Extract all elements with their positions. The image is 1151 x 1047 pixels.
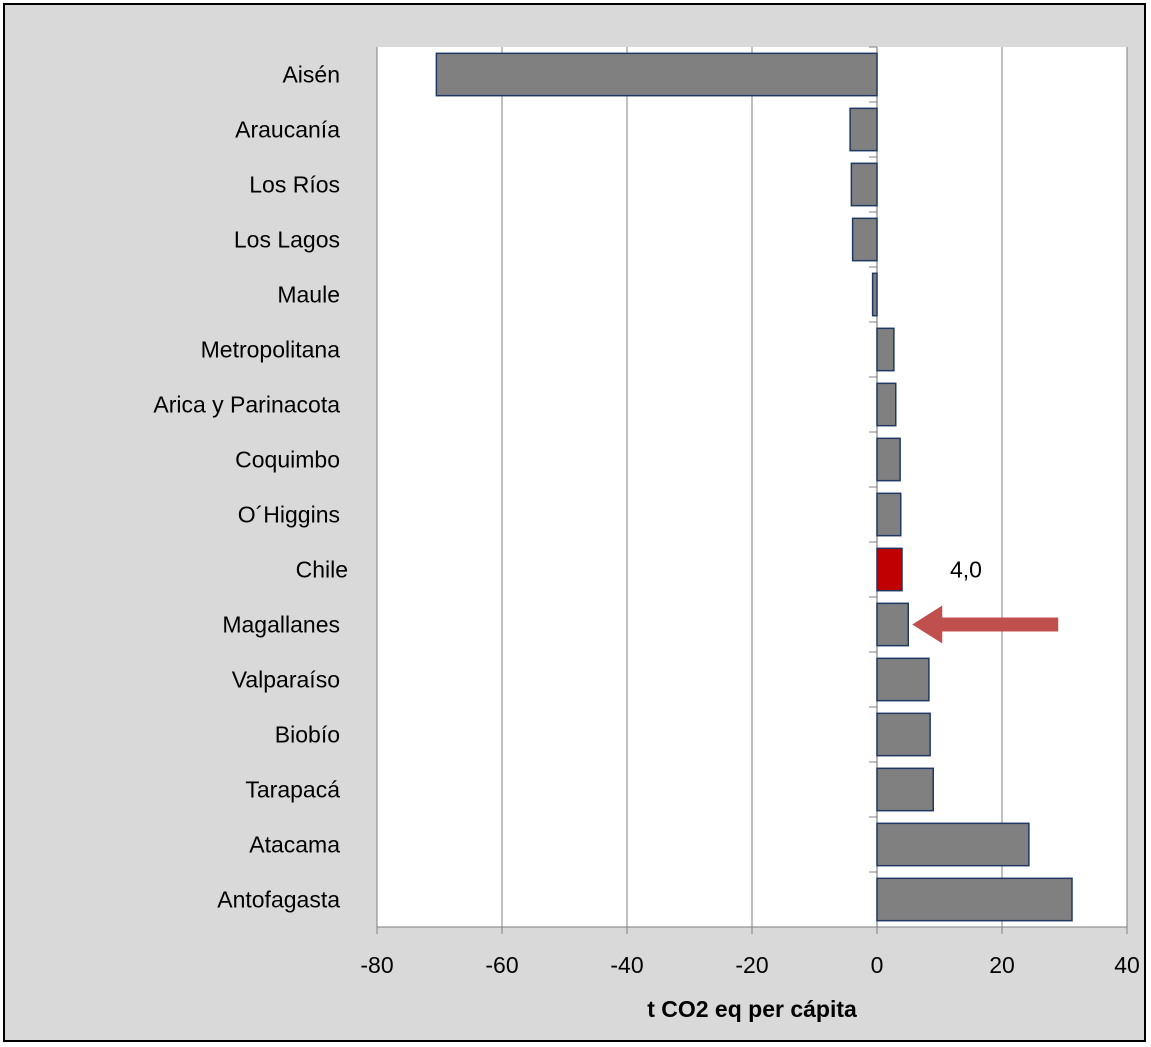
bar-coquimbo [876, 437, 901, 482]
category-label: Atacama [249, 832, 340, 858]
x-tick-label: 0 [871, 952, 884, 978]
bar-los-lagos [851, 217, 878, 262]
bar-arica-y-parinacota [876, 382, 897, 427]
category-label: Valparaíso [232, 667, 340, 693]
bar-chart: Aisén Araucanía Los Ríos Los Lagos Maule Metr… [153, 46, 1140, 1022]
annotations [912, 605, 1059, 644]
x-tick-label: -60 [485, 952, 518, 978]
x-tick-label: -40 [610, 952, 643, 978]
bar-chile [876, 547, 903, 592]
bar-magallanes [876, 602, 909, 647]
bar-maule [871, 272, 878, 317]
bar-atacama [876, 822, 1030, 867]
x-tick-label: -80 [360, 952, 393, 978]
category-label: Aisén [282, 62, 340, 88]
data-label-chile: 4,0 [950, 557, 982, 583]
x-tick-label: 40 [1114, 952, 1140, 978]
category-label: Biobío [275, 722, 340, 748]
category-label: Chile [296, 557, 348, 583]
bar-o-higgins [876, 492, 902, 537]
bar-tarapac- [876, 767, 934, 812]
x-tick-label: -20 [735, 952, 768, 978]
bar-araucan-a [849, 107, 878, 152]
category-label: Metropolitana [201, 337, 341, 363]
chart-area: Aisén Araucanía Los Ríos Los Lagos Maule Metr… [3, 3, 1146, 1042]
category-label: Coquimbo [235, 447, 340, 473]
category-label: Los Lagos [234, 227, 340, 253]
category-label: Tarapacá [245, 777, 340, 803]
x-axis-title: t CO2 eq per cápita [647, 996, 857, 1022]
category-label: Magallanes [222, 612, 340, 638]
x-tick-label: 20 [989, 952, 1015, 978]
category-label: Antofagasta [217, 887, 340, 913]
category-label: O´Higgins [238, 502, 340, 528]
bars [435, 52, 1073, 922]
annotation-arrow [912, 605, 1059, 644]
bar-valpara-so [876, 657, 930, 702]
category-label: Maule [277, 282, 340, 308]
category-labels: Aisén Araucanía Los Ríos Los Lagos Maule Metr… [153, 62, 982, 913]
bar-los-r-os [850, 162, 878, 207]
bar-metropolitana [876, 327, 895, 372]
bar-ais-n [435, 52, 878, 97]
bar-biob-o [876, 712, 931, 757]
category-label: Arica y Parinacota [153, 392, 340, 418]
category-label: Araucanía [235, 117, 340, 143]
bar-antofagasta [876, 877, 1073, 922]
x-tick-labels: -80 -60 -40 -20 0 20 40 [360, 927, 1140, 978]
category-label: Los Ríos [249, 172, 340, 198]
